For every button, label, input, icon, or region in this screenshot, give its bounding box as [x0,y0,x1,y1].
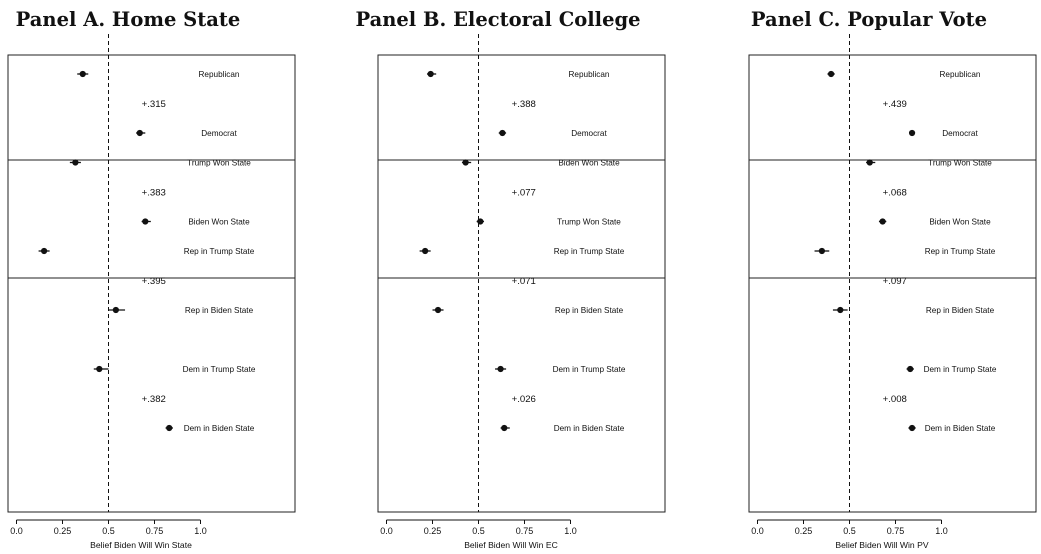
estimate-point [434,306,442,314]
estimate-point [908,424,916,432]
estimate-point [818,247,826,255]
estimate-point [136,129,143,137]
estimate-point [96,365,103,373]
estimate-point [41,247,48,255]
estimate-point [462,159,469,166]
difference-label: +.388 [512,99,536,110]
row-label: Trump Won State [557,218,621,227]
difference-label: +.077 [512,188,536,199]
x-tick-label: 1.0 [564,526,577,536]
x-tick-label: 0.25 [424,526,442,536]
estimate-point [477,218,484,225]
panel-1: Panel A. Home State Republican +.315 Democr… [7,8,296,550]
x-tick-label: 0.5 [102,526,115,536]
difference-label: +.026 [512,394,536,405]
estimate-point [112,306,119,314]
row-label: Dem in Trump State [924,365,997,374]
estimate-point [422,247,429,255]
row-label: Rep in Trump State [925,247,996,256]
row-label: Biden Won State [558,159,620,168]
x-tick-label: 0.0 [751,526,764,536]
row-label: Biden Won State [188,218,250,227]
estimate-point [866,159,873,166]
x-axis-label: Belief Biden Will Win State [90,540,192,550]
panel-title: Panel C. Popular Vote [751,8,987,31]
row-label: Dem in Trump State [183,365,256,374]
row-label: Rep in Trump State [184,247,255,256]
x-tick-label: 0.75 [146,526,164,536]
x-tick-label: 0.0 [380,526,393,536]
difference-label: +.382 [142,394,166,405]
difference-label: +.071 [512,276,536,287]
difference-label: +.068 [883,188,907,199]
row-label: Rep in Biden State [555,306,624,315]
x-tick-label: 0.25 [795,526,813,536]
estimate-point [497,365,504,373]
difference-label: +.097 [883,276,907,287]
estimate-point [499,129,506,137]
estimate-point [907,365,914,373]
panel-2: Panel B. Electoral College Republican +.38… [355,8,666,550]
difference-label: +.008 [883,394,907,405]
row-label: Trump Won State [187,159,251,168]
row-label: Democrat [571,129,607,138]
row-label: Dem in Biden State [925,424,996,433]
plot-frame [7,54,296,513]
x-tick-label: 0.75 [887,526,905,536]
x-tick-label: 0.75 [516,526,534,536]
estimate-point [79,70,86,78]
estimate-point [427,70,434,78]
estimate-point [828,70,835,78]
row-label: Democrat [201,129,237,138]
x-axis-label: Belief Biden Will Win EC [464,540,558,550]
row-label: Dem in Biden State [554,424,625,433]
estimate-point [879,218,886,225]
panel-title: Panel A. Home State [16,8,241,31]
estimate-point [908,129,916,137]
estimate-point [837,306,844,314]
x-tick-label: 1.0 [194,526,207,536]
row-label: Dem in Trump State [553,365,626,374]
estimate-point [501,424,508,432]
plot-frame [377,54,666,513]
estimate-point [72,159,79,166]
row-label: Republican [199,70,240,79]
difference-label: +.315 [142,99,166,110]
row-label: Rep in Biden State [926,306,995,315]
panel-title: Panel B. Electoral College [355,8,640,31]
plot-frame [748,54,1037,513]
row-label: Trump Won State [928,159,992,168]
x-tick-label: 0.25 [54,526,72,536]
row-label: Dem in Biden State [184,424,255,433]
panel-3: Panel C. Popular Vote Republican +.439 Demo… [748,8,1037,550]
row-label: Rep in Biden State [185,306,254,315]
difference-label: +.395 [142,276,166,287]
x-axis-label: Belief Biden Will Win PV [835,540,928,550]
difference-label: +.439 [883,99,907,110]
row-label: Republican [940,70,981,79]
row-label: Republican [569,70,610,79]
x-tick-label: 0.5 [843,526,856,536]
x-tick-label: 0.0 [10,526,23,536]
x-tick-label: 0.5 [472,526,485,536]
x-tick-label: 1.0 [935,526,948,536]
row-label: Democrat [942,129,978,138]
estimate-point [142,218,149,225]
difference-label: +.383 [142,188,166,199]
row-label: Rep in Trump State [554,247,625,256]
row-label: Biden Won State [929,218,991,227]
estimate-point [166,424,173,432]
